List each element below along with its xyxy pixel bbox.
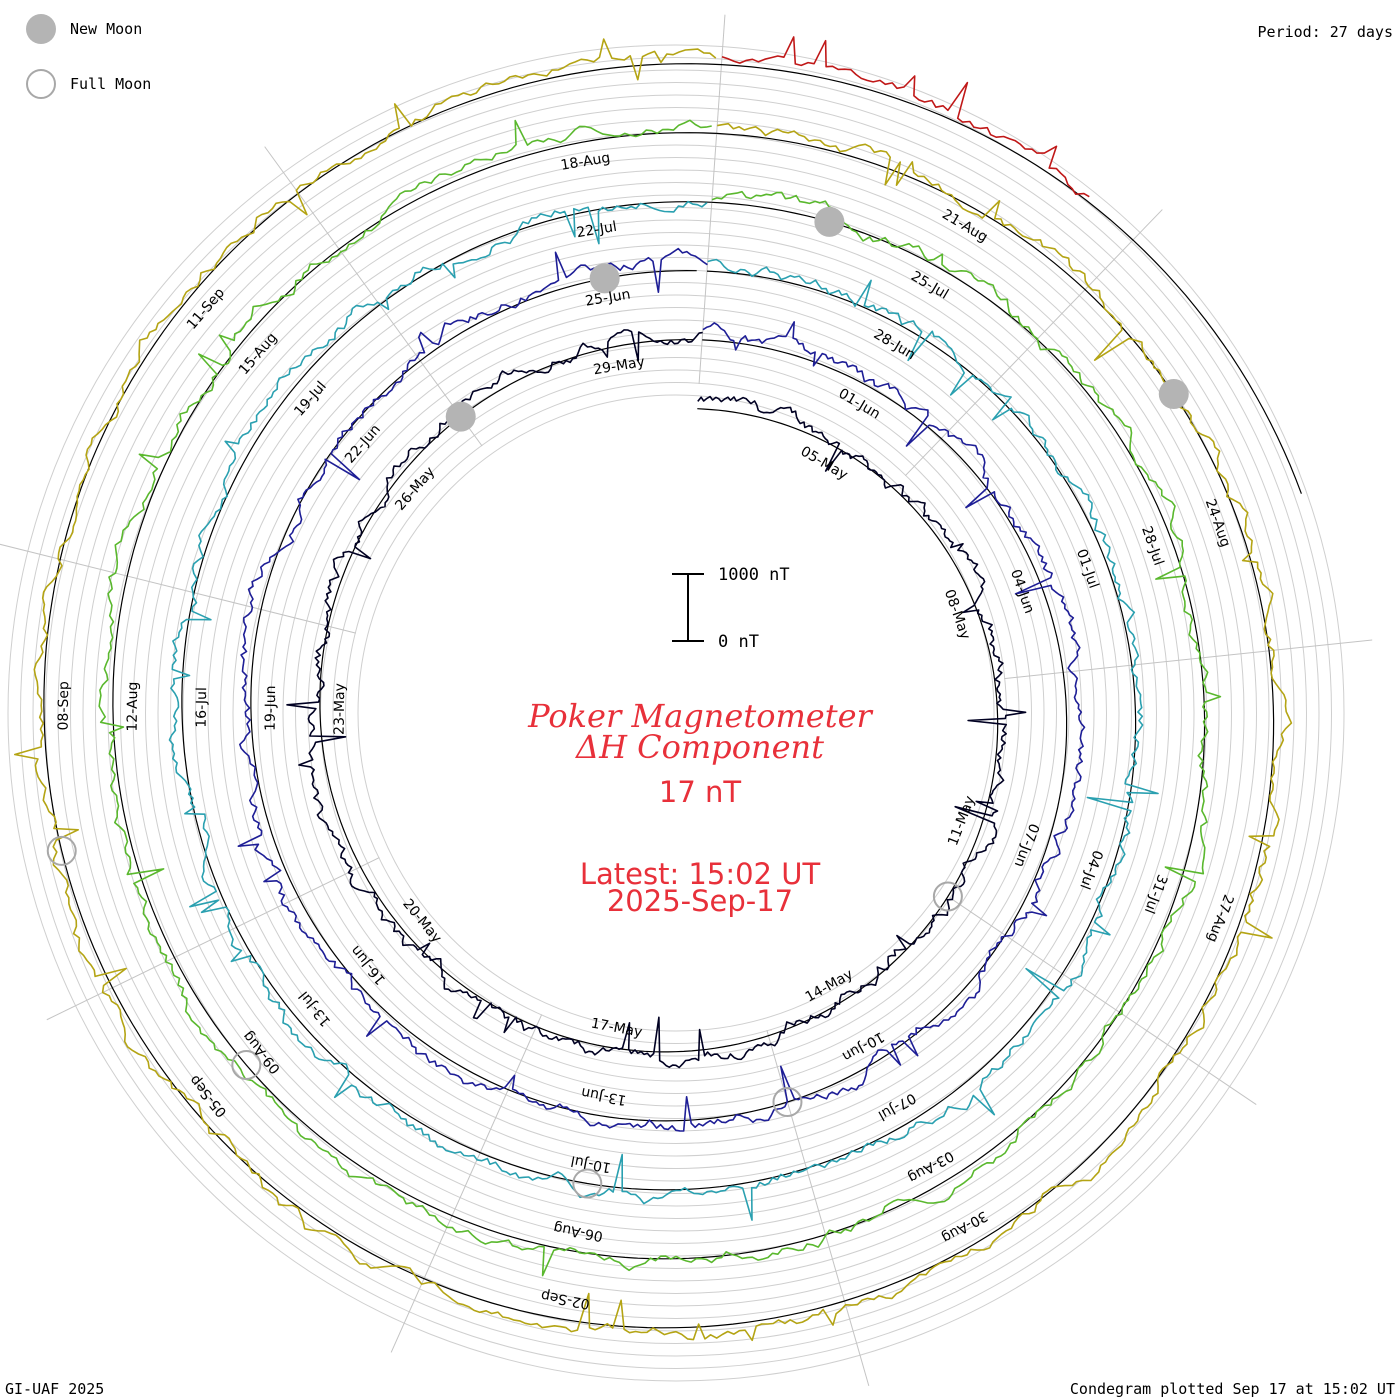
chart-subtitle: ΔH Component — [575, 728, 825, 766]
day-spoke — [1004, 639, 1373, 680]
trace-turn-2 — [237, 247, 1086, 1132]
baseline-turn-1 — [319, 338, 999, 1053]
scale-bar-bottom-label: 0 nT — [718, 632, 759, 652]
date-label: 25-Jun — [584, 287, 632, 310]
grid-ring — [232, 269, 1120, 1157]
data-traces — [14, 36, 1293, 1342]
turn-baselines — [43, 63, 1302, 1329]
new-moon-marker — [445, 401, 476, 432]
latest-time: Latest: 15:02 UT — [579, 857, 821, 891]
grid-ring — [345, 382, 1007, 1044]
day-spokes — [0, 14, 1373, 1387]
baseline-turn-5 — [43, 63, 1275, 1329]
date-label: 24-Aug — [1202, 497, 1234, 549]
trace-turn-4 — [98, 119, 1222, 1277]
baseline-turn-6 — [721, 64, 1302, 494]
grid-ring — [107, 144, 1245, 1282]
date-label: 12-Aug — [125, 682, 142, 732]
date-label: 09-Aug — [240, 1028, 284, 1077]
grid-ring — [32, 69, 1320, 1357]
full-moon-label: Full Moon — [70, 75, 152, 93]
day-spoke — [0, 543, 356, 634]
date-label: 10-Jul — [570, 1152, 613, 1175]
grid-ring — [157, 194, 1195, 1232]
date-label: 28-Jul — [1138, 524, 1167, 568]
grid-ring — [170, 207, 1182, 1219]
grid-ring — [7, 44, 1345, 1382]
date-label: 16-Jun — [348, 942, 389, 987]
grid-ring — [195, 232, 1157, 1194]
full-moon-marker — [572, 1168, 603, 1199]
full-moon-marker — [772, 1087, 803, 1118]
grid-ring — [357, 394, 995, 1032]
period-label: Period: 27 days — [1257, 23, 1393, 41]
date-label: 13-Jun — [580, 1084, 628, 1108]
baseline-turn-2 — [250, 269, 1068, 1122]
day-spoke — [766, 1030, 870, 1387]
trace-turn-6 — [721, 36, 1090, 198]
full-moon-icon — [26, 69, 56, 99]
date-label: 18-Aug — [560, 150, 612, 174]
full-moon-marker — [932, 881, 963, 912]
date-label: 22-Jul — [575, 219, 618, 241]
full-moon-marker — [231, 1049, 262, 1080]
day-spoke — [264, 146, 483, 447]
date-label: 25-Jul — [908, 268, 951, 302]
trace-turn-5 — [14, 38, 1293, 1342]
trace-turn-3 — [168, 200, 1159, 1221]
grid-ring — [282, 319, 1070, 1107]
new-moon-icon — [26, 14, 56, 44]
date-label: 16-Jul — [194, 687, 210, 728]
date-label: 06-Aug — [552, 1219, 604, 1244]
latest-value: 17 nT — [658, 775, 742, 809]
date-label: 15-Aug — [236, 330, 281, 378]
date-label: 01-Jul — [1073, 547, 1102, 591]
date-label: 07-Jul — [875, 1089, 918, 1123]
grid-ring — [120, 157, 1232, 1269]
date-label: 08-Sep — [56, 681, 73, 731]
legend-new-moon: New Moon — [26, 14, 142, 44]
date-label: 22-Jun — [342, 422, 384, 467]
chart-title: Poker Magnetometer — [528, 697, 872, 735]
date-label: 19-Jun — [263, 685, 280, 731]
new-moon-marker — [589, 263, 620, 294]
date-label: 23-May — [332, 683, 349, 735]
day-spoke — [390, 1014, 543, 1353]
date-label: 02-Sep — [540, 1287, 591, 1312]
new-moon-marker — [814, 206, 845, 237]
grid-ring — [307, 344, 1045, 1082]
grid-ring — [182, 219, 1170, 1207]
scale-bar-top-label: 1000 nT — [718, 565, 790, 585]
date-label: 05-May — [798, 443, 851, 483]
date-label: 21-Aug — [939, 206, 990, 245]
grid-ring — [82, 119, 1270, 1307]
date-label: 04-Jun — [1007, 567, 1037, 615]
date-label: 08-May — [941, 587, 973, 641]
footer-plot-time: Condegram plotted Sep 17 at 15:02 UT — [1069, 1380, 1395, 1398]
date-label: 03-Aug — [905, 1147, 956, 1185]
scale-bar: 1000 nT 0 nT — [672, 565, 790, 652]
trace-turn-1 — [286, 329, 1027, 1069]
day-spoke — [949, 897, 1257, 1105]
legend-full-moon: Full Moon — [26, 69, 151, 99]
grid-ring — [295, 332, 1057, 1094]
grid-ring — [20, 57, 1332, 1369]
baseline-turn-3 — [181, 201, 1137, 1191]
grid-ring — [220, 257, 1132, 1169]
grid-ring — [70, 107, 1282, 1319]
footer-credit: GI-UAF 2025 — [5, 1380, 105, 1398]
grid-ring — [45, 82, 1307, 1344]
new-moon-marker — [1158, 378, 1189, 409]
new-moon-label: New Moon — [70, 20, 143, 38]
latest-date: 2025-Sep-17 — [606, 884, 794, 918]
full-moon-marker — [46, 835, 77, 866]
moon-phase-markers — [46, 206, 1189, 1199]
date-label: 17-May — [590, 1016, 644, 1041]
grid-ring — [207, 244, 1145, 1182]
date-label: 14-May — [803, 966, 856, 1005]
